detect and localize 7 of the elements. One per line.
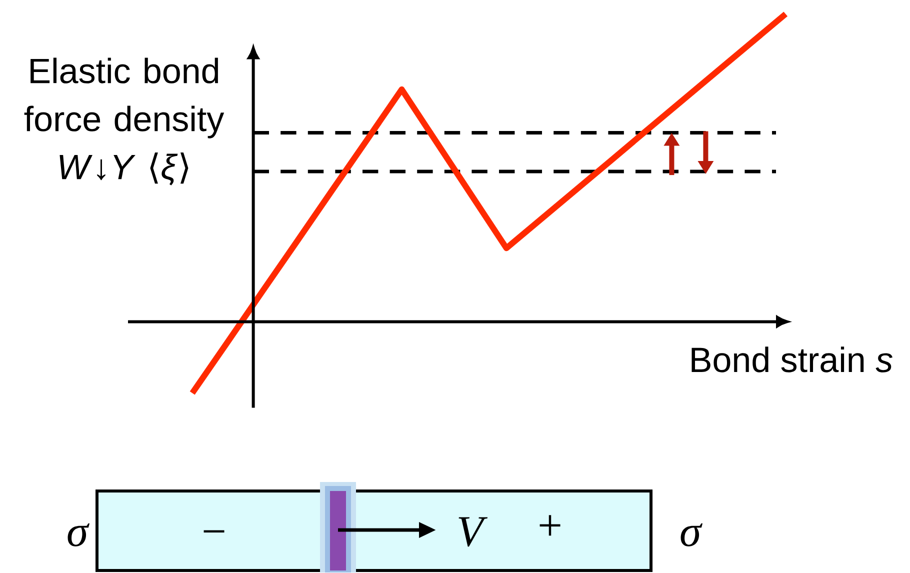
- y-axis-title: Elastic bond force density W↓Y ⟨ξ⟩: [24, 58, 224, 186]
- text: σ: [68, 523, 90, 546]
- text: +: [540, 515, 560, 536]
- x-axis-title: Bond strain s: [692, 346, 892, 372]
- text: σ: [680, 523, 703, 546]
- text: −: [204, 530, 224, 532]
- text: V: [458, 517, 488, 547]
